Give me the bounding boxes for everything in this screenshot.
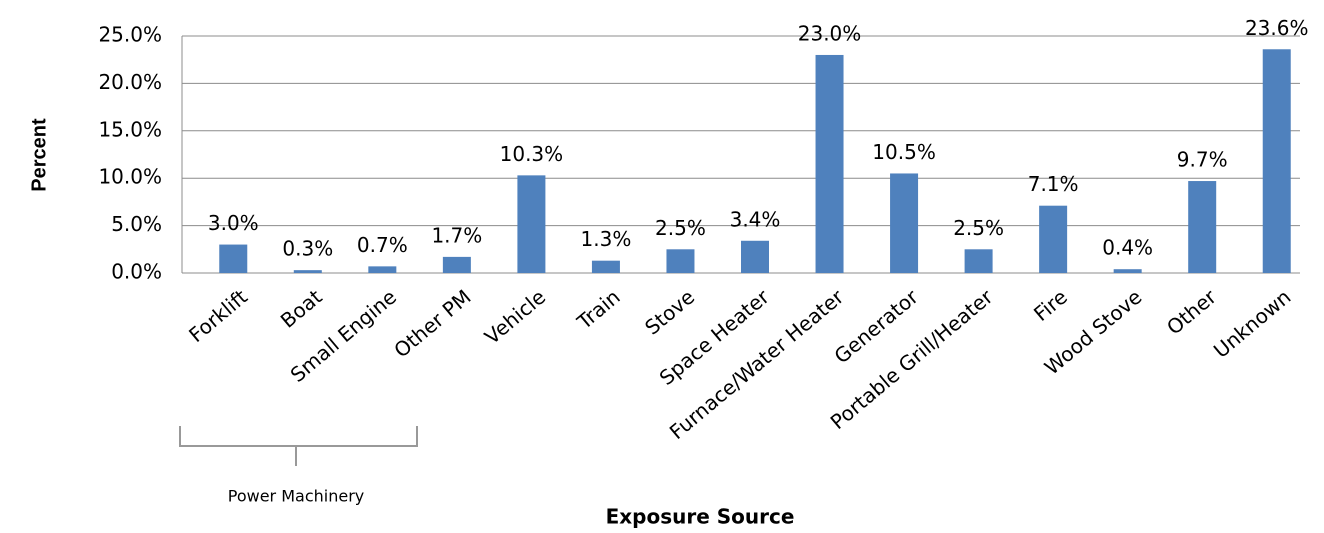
- bar: [517, 175, 546, 273]
- x-tick-label: Train: [572, 285, 625, 335]
- y-axis-label: Percent: [28, 118, 50, 192]
- bar: [442, 256, 471, 273]
- x-tick-label: Boat: [276, 285, 327, 333]
- value-label: 0.4%: [1102, 236, 1153, 260]
- value-label: 0.7%: [357, 233, 408, 257]
- bar: [293, 270, 322, 273]
- value-label: 3.4%: [730, 207, 781, 231]
- x-tick-label: Unknown: [1209, 285, 1296, 363]
- y-tick-label: 25.0%: [98, 23, 162, 47]
- bar: [666, 249, 695, 273]
- x-axis-label: Exposure Source: [606, 505, 795, 529]
- bar: [1039, 205, 1068, 273]
- value-label: 9.7%: [1177, 148, 1228, 172]
- bar: [1113, 269, 1142, 273]
- value-label: 7.1%: [1028, 172, 1079, 196]
- bar: [741, 240, 769, 273]
- value-label: 10.5%: [872, 140, 936, 164]
- bar: [368, 266, 397, 273]
- x-tick-label: Forklift: [184, 285, 252, 348]
- bar: [1262, 49, 1291, 273]
- value-label: 2.5%: [953, 216, 1004, 240]
- value-label: 0.3%: [282, 237, 333, 261]
- y-tick-label: 0.0%: [111, 260, 162, 284]
- value-label: 2.5%: [655, 216, 706, 240]
- bar: [219, 244, 248, 273]
- x-tick-label: Other: [1162, 284, 1222, 339]
- annotation: Power Machinery: [228, 487, 364, 506]
- bar: [591, 260, 620, 273]
- bar: [890, 173, 919, 273]
- x-tick-label: Stove: [640, 285, 699, 340]
- bar: [1188, 181, 1217, 273]
- value-label: 1.7%: [431, 223, 482, 247]
- x-tick-label: Other PM: [389, 285, 475, 363]
- y-tick-label: 15.0%: [98, 117, 162, 141]
- value-label: 23.0%: [798, 21, 862, 45]
- value-label: 23.6%: [1245, 16, 1309, 40]
- x-tick-label: Fire: [1029, 285, 1072, 326]
- value-label: 3.0%: [208, 211, 259, 235]
- bar: [815, 54, 844, 274]
- x-tick-label: Vehicle: [480, 285, 550, 349]
- bar: [964, 249, 993, 273]
- value-label: 1.3%: [581, 227, 632, 251]
- y-tick-label: 5.0%: [111, 212, 162, 236]
- bracket: [179, 426, 418, 466]
- value-label: 10.3%: [500, 142, 564, 166]
- y-tick-label: 20.0%: [98, 70, 162, 94]
- y-tick-label: 10.0%: [98, 165, 162, 189]
